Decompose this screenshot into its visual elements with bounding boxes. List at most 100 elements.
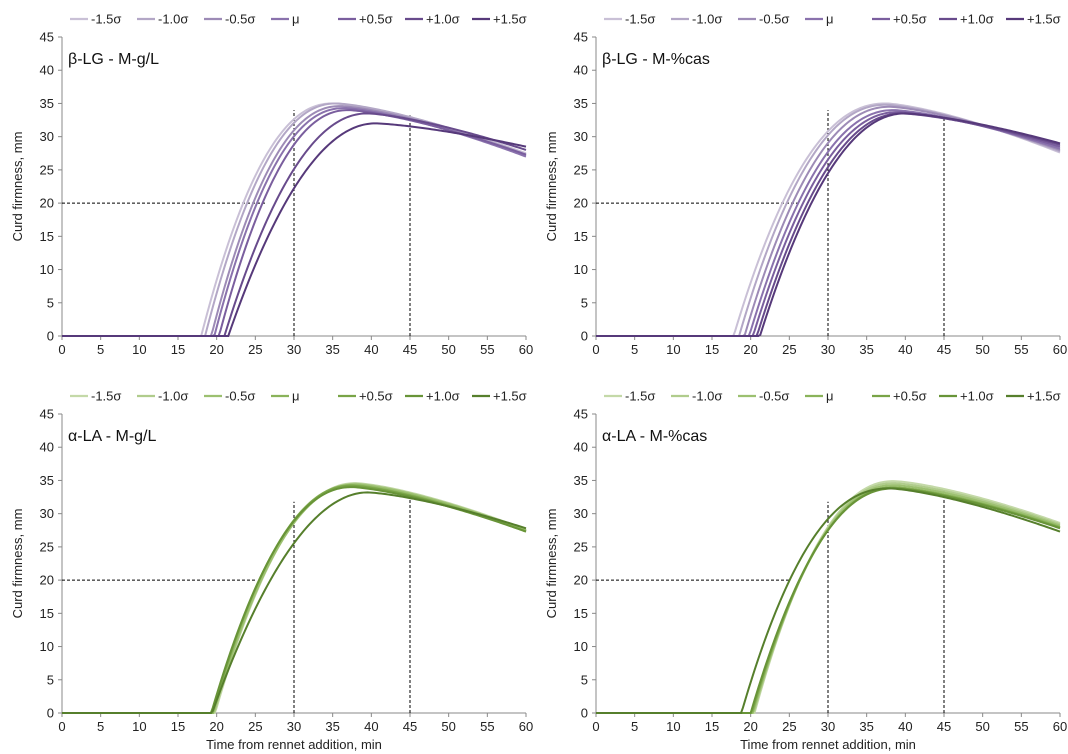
legend-label: -0.5σ (759, 12, 789, 27)
legend-label: -1.5σ (91, 12, 121, 27)
y-tick-label: 45 (574, 30, 588, 45)
x-tick-label: 10 (666, 719, 680, 734)
x-tick-label: 50 (441, 719, 455, 734)
legend-label: -0.5σ (225, 12, 255, 27)
y-tick-label: 5 (581, 672, 588, 687)
y-tick-label: 25 (40, 162, 54, 177)
y-tick-label: 20 (574, 196, 588, 211)
legend-label: μ (826, 12, 834, 27)
y-tick-label: 30 (40, 129, 54, 144)
legend-label: -1.0σ (158, 389, 188, 404)
y-tick-label: 15 (574, 229, 588, 244)
y-tick-label: 40 (574, 440, 588, 455)
x-tick-label: 5 (97, 342, 104, 357)
y-tick-label: 35 (40, 473, 54, 488)
panel-title: α-LA - M-%cas (602, 428, 707, 445)
y-tick-label: 5 (581, 295, 588, 310)
series-line (596, 105, 1061, 337)
y-tick-label: 15 (40, 606, 54, 621)
legend-label: -1.0σ (692, 389, 722, 404)
chart-panel-beta-lg-g-l: -1.5σ -1.0σ -0.5σ μ +0.5σ +1.0σ +1.5σ 0 5 10 15 20 2… (10, 12, 533, 358)
x-tick-label: 60 (1053, 342, 1067, 357)
x-tick-label: 0 (592, 719, 599, 734)
y-tick-label: 30 (574, 129, 588, 144)
legend-label: +1.0σ (426, 12, 460, 27)
y-tick-label: 10 (574, 262, 588, 277)
chart-panel-alpha-la-pct-cas: -1.5σ -1.0σ -0.5σ μ +0.5σ +1.0σ +1.5σ 0 5 10 15 20 2… (544, 389, 1067, 753)
legend-label: +1.5σ (1027, 12, 1061, 27)
legend-label: +1.0σ (960, 12, 994, 27)
x-tick-label: 60 (519, 342, 533, 357)
y-tick-label: 35 (40, 96, 54, 111)
y-tick-label: 25 (574, 539, 588, 554)
y-tick-label: 30 (40, 506, 54, 521)
y-tick-label: 10 (40, 262, 54, 277)
y-tick-label: 45 (40, 407, 54, 422)
x-tick-label: 55 (480, 342, 494, 357)
y-tick-label: 45 (574, 407, 588, 422)
y-tick-label: 20 (40, 196, 54, 211)
legend-label: +0.5σ (893, 12, 927, 27)
legend-label: +1.0σ (960, 389, 994, 404)
x-tick-label: 5 (631, 342, 638, 357)
y-tick-label: 45 (40, 30, 54, 45)
legend-label: -1.5σ (91, 389, 121, 404)
y-tick-label: 0 (47, 329, 54, 344)
legend-label: -1.0σ (158, 12, 188, 27)
y-tick-label: 10 (574, 639, 588, 654)
x-tick-label: 20 (743, 719, 757, 734)
legend-label: -1.0σ (692, 12, 722, 27)
x-tick-label: 40 (898, 719, 912, 734)
x-tick-label: 55 (1014, 342, 1028, 357)
x-tick-label: 5 (631, 719, 638, 734)
x-tick-label: 45 (937, 342, 951, 357)
x-tick-label: 30 (821, 719, 835, 734)
y-tick-label: 35 (574, 473, 588, 488)
legend-label: μ (292, 389, 300, 404)
y-tick-label: 0 (581, 329, 588, 344)
x-tick-label: 35 (859, 342, 873, 357)
legend-label: -1.5σ (625, 389, 655, 404)
x-tick-label: 50 (975, 719, 989, 734)
x-axis-label: Time from rennet addition, min (206, 737, 382, 752)
x-tick-label: 50 (441, 342, 455, 357)
y-tick-label: 35 (574, 96, 588, 111)
x-tick-label: 25 (782, 342, 796, 357)
x-tick-label: 40 (898, 342, 912, 357)
series-line (62, 107, 527, 337)
x-tick-label: 40 (364, 342, 378, 357)
x-tick-label: 25 (248, 719, 262, 734)
legend-label: +0.5σ (893, 389, 927, 404)
x-tick-label: 0 (58, 719, 65, 734)
x-tick-label: 10 (132, 342, 146, 357)
chart-panel-beta-lg-pct-cas: -1.5σ -1.0σ -0.5σ μ +0.5σ +1.0σ +1.5σ 0 5 10 15 20 2… (544, 12, 1067, 358)
panel-title: α-LA - M-g/L (68, 428, 156, 445)
x-tick-label: 30 (287, 342, 301, 357)
legend-label: μ (826, 389, 834, 404)
x-tick-label: 15 (705, 342, 719, 357)
y-tick-label: 40 (40, 63, 54, 78)
x-tick-label: 15 (171, 342, 185, 357)
legend-label: +1.0σ (426, 389, 460, 404)
x-tick-label: 40 (364, 719, 378, 734)
x-tick-label: 60 (519, 719, 533, 734)
y-tick-label: 5 (47, 672, 54, 687)
chart-panel-alpha-la-g-l: -1.5σ -1.0σ -0.5σ μ +0.5σ +1.0σ +1.5σ 0 5 10 15 20 2… (10, 389, 533, 753)
x-tick-label: 35 (859, 719, 873, 734)
x-tick-label: 5 (97, 719, 104, 734)
x-tick-label: 0 (58, 342, 65, 357)
x-tick-label: 10 (666, 342, 680, 357)
x-tick-label: 45 (403, 719, 417, 734)
series-line (62, 491, 527, 714)
y-tick-label: 20 (574, 573, 588, 588)
x-tick-label: 20 (743, 342, 757, 357)
x-tick-label: 55 (480, 719, 494, 734)
series-line (62, 482, 527, 714)
x-tick-label: 55 (1014, 719, 1028, 734)
y-tick-label: 25 (574, 162, 588, 177)
legend-label: +1.5σ (1027, 389, 1061, 404)
x-tick-label: 0 (592, 342, 599, 357)
y-axis-label: Curd firmness, mm (544, 132, 559, 242)
y-tick-label: 15 (574, 606, 588, 621)
series-line (596, 487, 1061, 714)
